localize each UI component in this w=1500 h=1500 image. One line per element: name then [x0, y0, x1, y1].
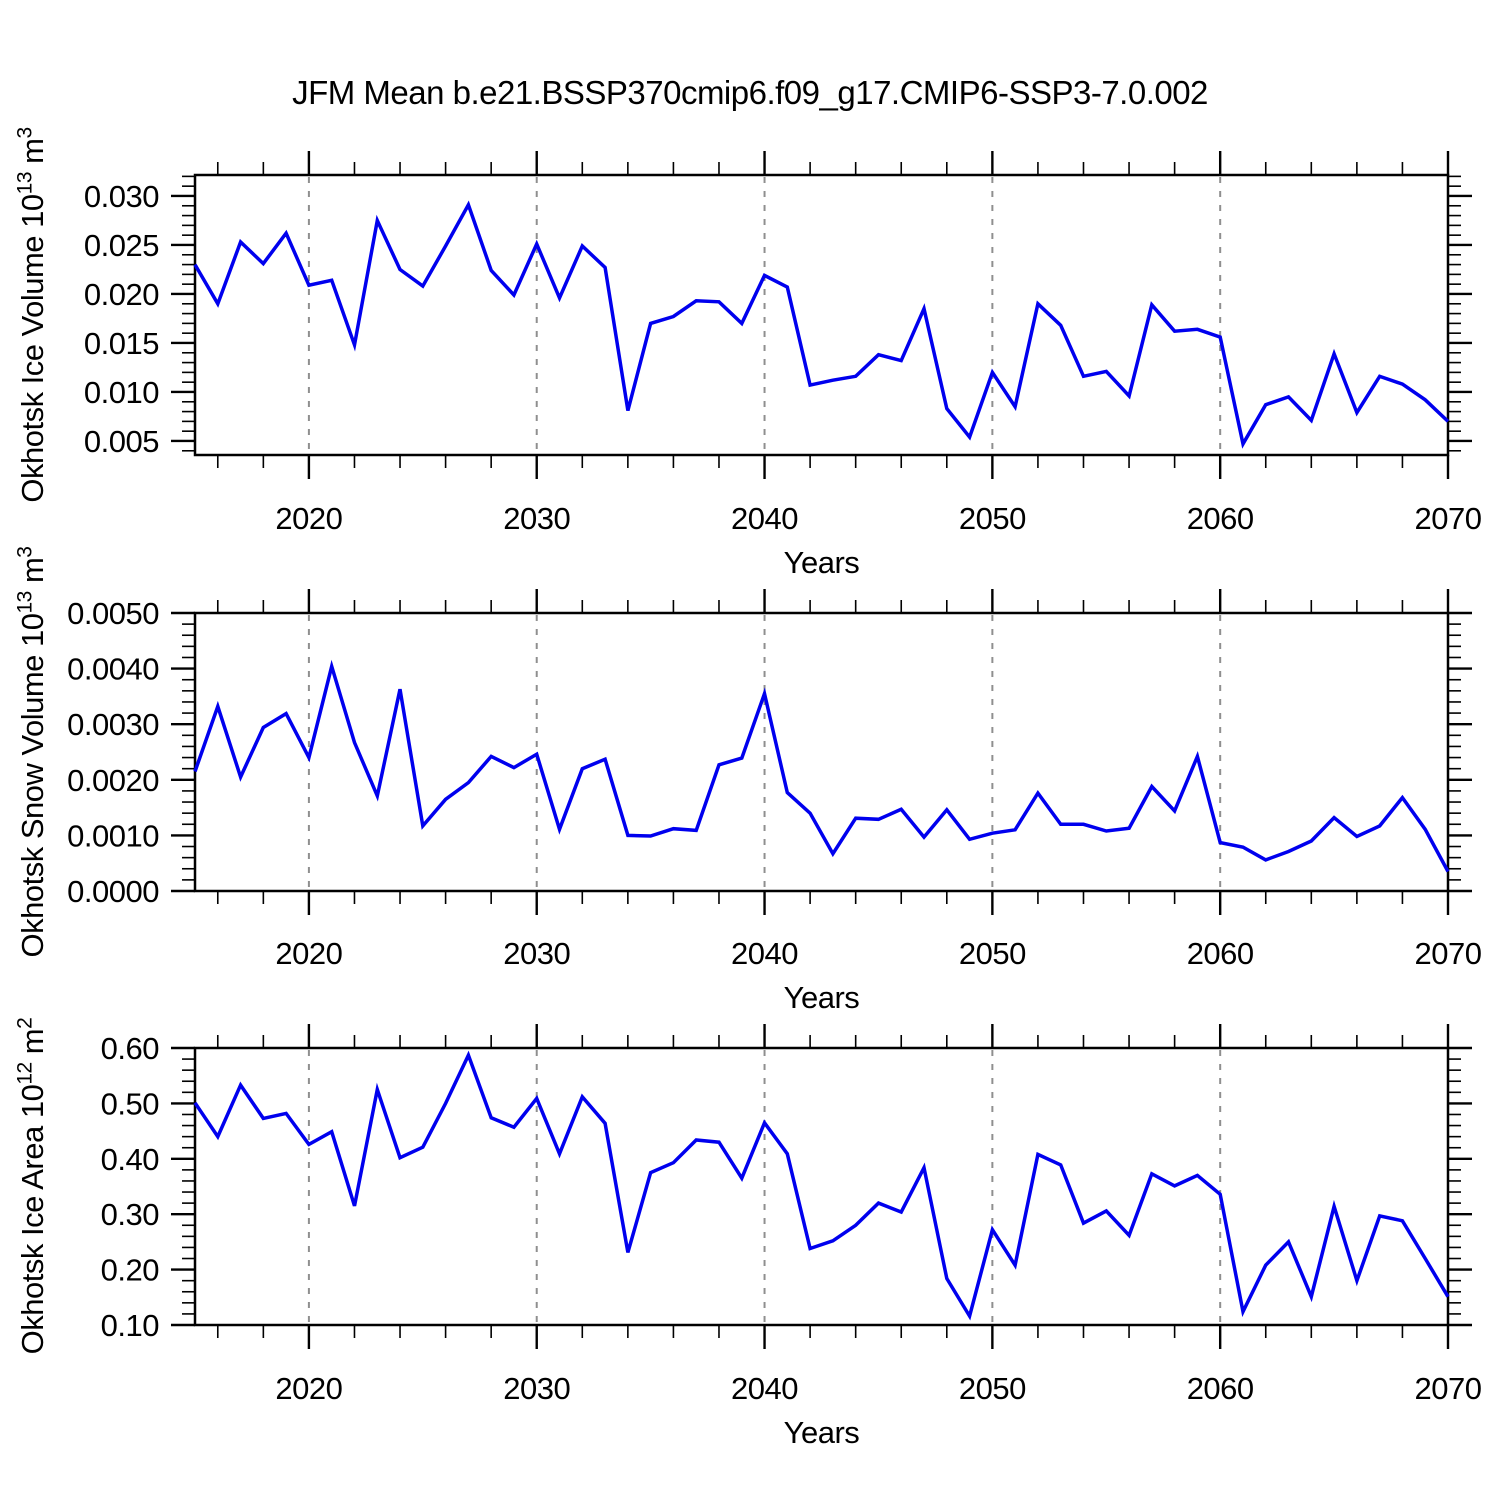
- y-tick-label: 0.005: [84, 424, 159, 459]
- x-tick-label: 2060: [1187, 1371, 1254, 1406]
- x-axis-title: Years: [784, 1415, 860, 1450]
- y-tick-label: 0.0030: [67, 707, 159, 742]
- x-tick-label: 2060: [1187, 936, 1254, 971]
- plot-frame: [193, 1046, 1450, 1327]
- x-tick-label: 2020: [275, 936, 342, 971]
- x-tick-label: 2030: [503, 936, 570, 971]
- x-tick-label: 2030: [503, 1371, 570, 1406]
- x-tick-label: 2070: [1415, 501, 1482, 536]
- x-axis-title: Years: [784, 545, 860, 580]
- y-tick-label: 0.0050: [67, 596, 159, 631]
- y-tick-label: 0.50: [101, 1086, 160, 1121]
- y-tick-label: 0.015: [84, 326, 159, 361]
- panel-okhotsk-ice-area: 0.10 0.20 0.30 0.40 0.50 0.60 2020 2030 2040 2050…: [101, 1024, 1482, 1450]
- decade-gridlines: [307, 615, 1222, 889]
- x-tick-label: 2060: [1187, 501, 1254, 536]
- x-tick-label: 2070: [1415, 1371, 1482, 1406]
- x-tick-labels: 2020 2030 2040 2050 2060 2070: [275, 936, 1482, 971]
- y-tick-labels: 0.0000 0.0010 0.0020 0.0030 0.0040 0.0050: [67, 596, 160, 909]
- plot-frame: [193, 173, 1450, 457]
- axis-ticks: [171, 589, 1472, 915]
- x-tick-label: 2050: [959, 501, 1026, 536]
- y-tick-label: 0.30: [101, 1197, 160, 1232]
- y-tick-label: 0.60: [101, 1031, 160, 1066]
- y-tick-label: 0.0000: [67, 874, 159, 909]
- x-tick-label: 2020: [275, 501, 342, 536]
- y-tick-label: 0.030: [84, 179, 159, 214]
- x-tick-label: 2020: [275, 1371, 342, 1406]
- decade-gridlines: [307, 1050, 1222, 1323]
- y-tick-label: 0.025: [84, 228, 159, 263]
- x-tick-label: 2040: [731, 936, 798, 971]
- x-axis-title: Years: [784, 980, 860, 1015]
- y-tick-label: 0.0010: [67, 818, 159, 853]
- x-tick-label: 2030: [503, 501, 570, 536]
- x-tick-labels: 2020 2030 2040 2050 2060 2070: [275, 501, 1482, 536]
- y-tick-label: 0.010: [84, 375, 159, 410]
- x-tick-labels: 2020 2030 2040 2050 2060 2070: [275, 1371, 1482, 1406]
- y-tick-label: 0.020: [84, 277, 159, 312]
- data-line-okhotsk-ice-volume: [193, 200, 1450, 449]
- axis-ticks: [171, 151, 1472, 479]
- y-tick-labels: 0.005 0.010 0.015 0.020 0.025 0.030: [84, 179, 160, 459]
- x-tick-label: 2040: [731, 501, 798, 536]
- axis-ticks: [171, 1024, 1472, 1349]
- decade-gridlines: [307, 177, 1222, 453]
- y-tick-label: 0.10: [101, 1308, 160, 1343]
- data-line-okhotsk-snow-volume: [193, 659, 1450, 873]
- y-tick-labels: 0.10 0.20 0.30 0.40 0.50 0.60: [101, 1031, 160, 1343]
- y-tick-label: 0.40: [101, 1142, 160, 1177]
- x-tick-label: 2040: [731, 1371, 798, 1406]
- figure-title: JFM Mean b.e21.BSSP370cmip6.f09_g17.CMIP…: [292, 74, 1208, 111]
- plot-frame: [193, 611, 1450, 893]
- panel-okhotsk-snow-volume: 0.0000 0.0010 0.0020 0.0030 0.0040 0.0050 2020…: [67, 589, 1482, 1015]
- x-tick-label: 2070: [1415, 936, 1482, 971]
- y-tick-label: 0.0040: [67, 652, 159, 687]
- x-tick-label: 2050: [959, 936, 1026, 971]
- y-tick-label: 0.20: [101, 1253, 160, 1288]
- data-line-okhotsk-ice-area: [193, 1050, 1450, 1321]
- y-tick-label: 0.0020: [67, 763, 159, 798]
- x-tick-label: 2050: [959, 1371, 1026, 1406]
